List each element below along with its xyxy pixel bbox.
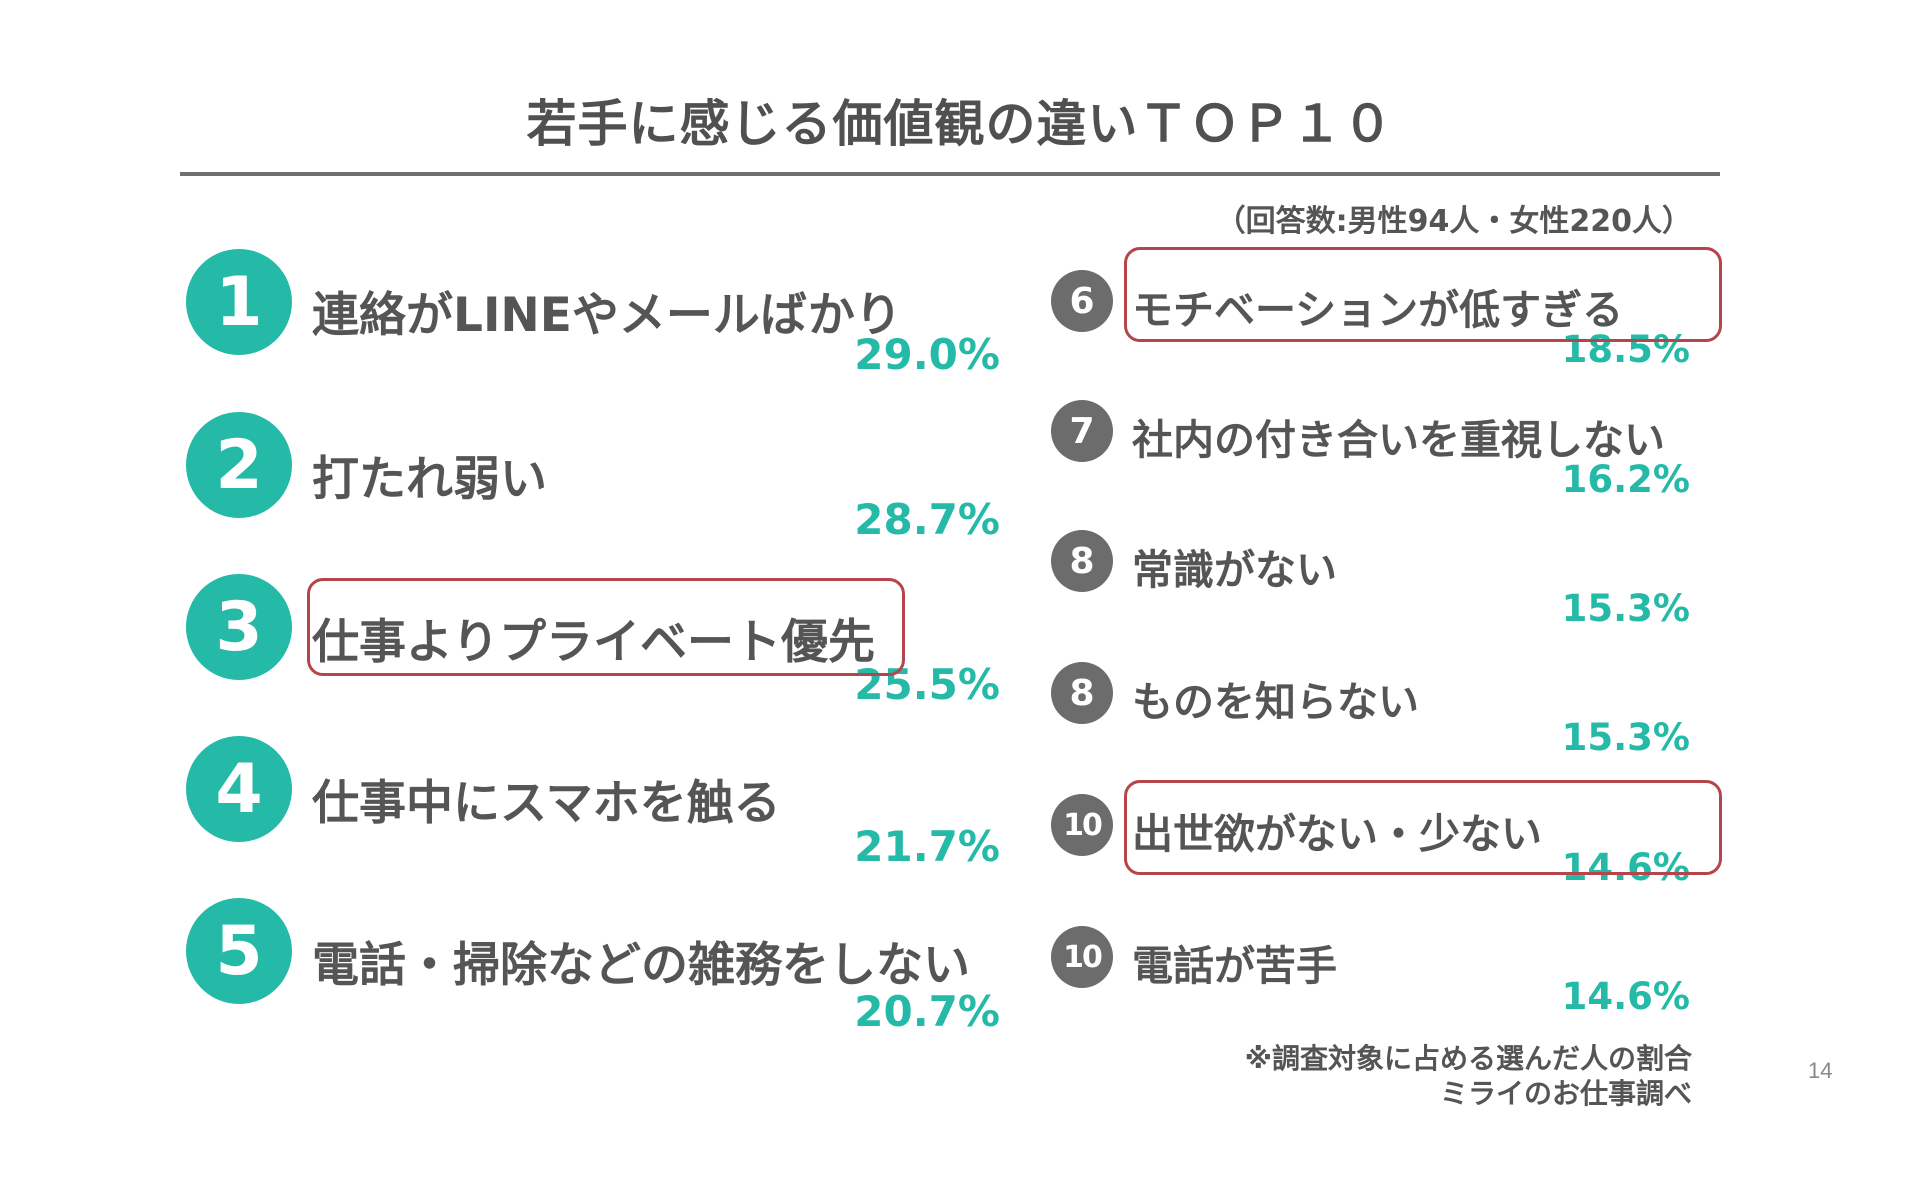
item-label: 常識がない <box>1132 546 1337 594</box>
item-label: 仕事よりプライベート優先 <box>312 615 876 670</box>
item-label: 社内の付き合いを重視しない <box>1132 416 1665 464</box>
rank-badge: 1 <box>186 249 292 355</box>
item-percent: 21.7% <box>854 822 1000 871</box>
title-divider <box>180 172 1720 176</box>
item-label: 電話・掃除などの雑務をしない <box>312 938 970 993</box>
rank-badge: 4 <box>186 736 292 842</box>
page-title: 若手に感じる価値観の違いＴＯＰ１０ <box>526 95 1394 153</box>
item-percent: 25.5% <box>854 660 1000 709</box>
rank-badge: 10 <box>1051 794 1113 856</box>
item-percent: 28.7% <box>854 495 1000 544</box>
item-label: モチベーションが低すぎる <box>1132 286 1624 334</box>
item-label: ものを知らない <box>1132 678 1419 726</box>
page-number: 14 <box>1808 1058 1833 1083</box>
footnote: ※調査対象に占める選んだ人の割合 <box>1244 1042 1692 1075</box>
rank-badge: 3 <box>186 574 292 680</box>
source-credit: ミライのお仕事調べ <box>1439 1077 1692 1110</box>
item-percent: 15.3% <box>1561 716 1690 759</box>
item-label: 連絡がLINEやメールばかり <box>312 288 902 343</box>
rank-badge: 8 <box>1051 662 1113 724</box>
respondents-note: （回答数:男性94人・女性220人） <box>1215 204 1692 239</box>
item-percent: 20.7% <box>854 987 1000 1036</box>
rank-badge: 6 <box>1051 270 1113 332</box>
item-label: 打たれ弱い <box>312 452 547 507</box>
item-label: 仕事中にスマホを触る <box>312 776 781 831</box>
highlight-box <box>307 578 905 676</box>
item-percent: 14.6% <box>1561 975 1690 1018</box>
item-percent: 16.2% <box>1561 458 1690 501</box>
item-label: 出世欲がない・少ない <box>1132 810 1542 858</box>
highlight-box <box>1124 780 1722 875</box>
rank-badge: 5 <box>186 898 292 1004</box>
item-percent: 14.6% <box>1561 846 1690 889</box>
item-percent: 29.0% <box>854 330 1000 379</box>
item-label: 電話が苦手 <box>1132 942 1337 990</box>
item-percent: 15.3% <box>1561 587 1690 630</box>
rank-badge: 2 <box>186 412 292 518</box>
rank-badge: 7 <box>1051 400 1113 462</box>
rank-badge: 10 <box>1051 926 1113 988</box>
rank-badge: 8 <box>1051 530 1113 592</box>
item-percent: 18.5% <box>1561 328 1690 371</box>
highlight-box <box>1124 247 1722 342</box>
